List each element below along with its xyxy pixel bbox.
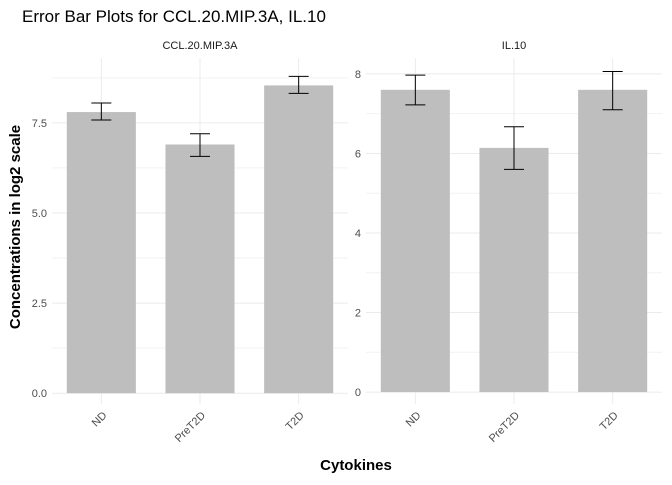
panel-strip-label: CCL.20.MIP.3A xyxy=(162,40,238,52)
y-tick-label: 8 xyxy=(355,69,361,81)
bar xyxy=(165,144,235,394)
y-tick-label: 2.5 xyxy=(32,298,47,310)
y-tick-label: 5.0 xyxy=(32,208,47,220)
x-tick-label: PreT2D xyxy=(487,410,522,445)
y-tick-label: 0.0 xyxy=(32,388,47,400)
x-tick-label: T2D xyxy=(284,410,307,433)
panel-strip-label: IL.10 xyxy=(502,40,526,52)
x-tick-label: PreT2D xyxy=(173,410,208,445)
x-tick-label: T2D xyxy=(598,410,621,433)
bar xyxy=(578,89,648,393)
y-tick-label: 4 xyxy=(355,228,361,240)
y-tick-label: 2 xyxy=(355,308,361,320)
y-axis-label: Concentrations in log2 scale xyxy=(7,125,24,329)
y-tick-label: 6 xyxy=(355,148,361,160)
chart-title: Error Bar Plots for CCL.20.MIP.3A, IL.10 xyxy=(22,7,326,26)
x-tick-label: ND xyxy=(90,410,110,430)
bar xyxy=(479,147,549,393)
y-tick-label: 0 xyxy=(355,387,361,399)
x-axis-label: Cytokines xyxy=(320,457,392,474)
y-tick-label: 7.5 xyxy=(32,118,47,130)
bar xyxy=(66,112,136,394)
x-tick-label: ND xyxy=(404,410,424,430)
bar xyxy=(380,89,450,393)
bar xyxy=(264,85,334,394)
